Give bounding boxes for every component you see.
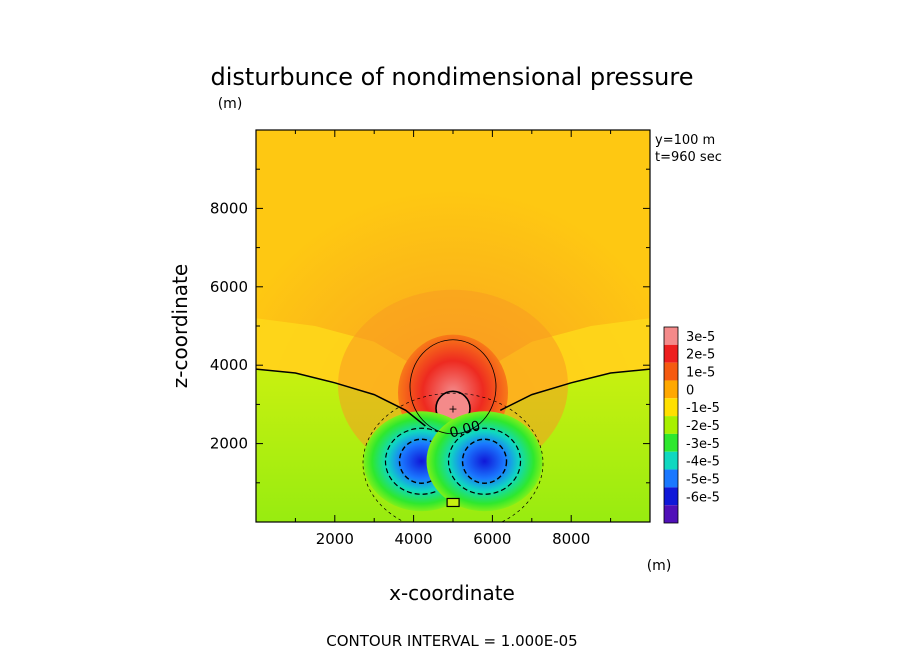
colorbar-label: 0 bbox=[686, 383, 694, 398]
y-axis-label: z-coordinate bbox=[168, 264, 192, 388]
y-tick-label: 2000 bbox=[210, 435, 248, 453]
x-tick-label: 6000 bbox=[473, 530, 511, 548]
plot-area: 0.00 + bbox=[256, 130, 650, 522]
positive-contour-outer bbox=[409, 339, 497, 435]
colorbar-swatch bbox=[664, 327, 678, 345]
y-tick-label: 8000 bbox=[210, 199, 248, 217]
contour-label: 0.00 bbox=[448, 418, 482, 442]
colorbar-label: -1e-5 bbox=[686, 401, 720, 416]
colorbar-label: -3e-5 bbox=[686, 437, 720, 452]
colorbar-label: -5e-5 bbox=[686, 472, 720, 487]
colorbar-label: -2e-5 bbox=[686, 419, 720, 434]
x-tick-label: 8000 bbox=[552, 530, 590, 548]
colorbar-swatch bbox=[664, 380, 678, 399]
chart-title: disturbunce of nondimensional pressure bbox=[211, 63, 694, 91]
x-unit-label: (m) bbox=[647, 558, 672, 574]
axes: 2000 4000 6000 8000 2000 4000 6000 8000 bbox=[210, 130, 650, 548]
colorbar-swatch bbox=[664, 398, 678, 417]
y-tick-label: 6000 bbox=[210, 278, 248, 296]
colorbar-label: -6e-5 bbox=[686, 490, 720, 505]
colorbar-swatch bbox=[664, 469, 678, 488]
colorbar-label: -4e-5 bbox=[686, 455, 720, 470]
info-y-value: y=100 m bbox=[655, 133, 715, 148]
zero-contour-left bbox=[256, 368, 426, 427]
x-tick-label: 2000 bbox=[316, 530, 354, 548]
negative-contour-inner-2 bbox=[461, 438, 508, 484]
negative-contour-outer bbox=[362, 392, 544, 522]
x-axis-label: x-coordinate bbox=[389, 581, 515, 605]
positive-max-marker: + bbox=[448, 402, 457, 415]
colorbar-swatch bbox=[664, 451, 678, 470]
colorbar-swatch bbox=[664, 362, 678, 381]
colorbar: 3e-5 2e-5 1e-5 0 -1e-5 -2e-5 -3e-5 -4e-5 -5e-5 -6… bbox=[663, 326, 720, 524]
colorbar-swatch bbox=[664, 344, 678, 363]
colorbar-swatch bbox=[664, 487, 678, 506]
small-positive-contour bbox=[446, 497, 460, 508]
colorbar-label: 1e-5 bbox=[686, 366, 715, 381]
y-unit-label: (m) bbox=[218, 96, 243, 112]
negative-contour-mid-2 bbox=[447, 427, 522, 495]
colorbar-swatch bbox=[664, 416, 678, 434]
colorbar-swatch bbox=[664, 433, 678, 452]
contour-interval-note: CONTOUR INTERVAL = 1.000E-05 bbox=[326, 632, 577, 650]
colorbar-swatch bbox=[664, 505, 678, 523]
zero-contour-right bbox=[499, 368, 650, 411]
y-tick-label: 4000 bbox=[210, 356, 248, 374]
colorbar-label: 2e-5 bbox=[686, 348, 715, 363]
colorbar-frame bbox=[663, 326, 679, 524]
info-time-value: t=960 sec bbox=[655, 150, 722, 165]
x-tick-label: 4000 bbox=[395, 530, 433, 548]
colorbar-label: 3e-5 bbox=[686, 330, 715, 345]
negative-lobe-2 bbox=[426, 411, 543, 512]
